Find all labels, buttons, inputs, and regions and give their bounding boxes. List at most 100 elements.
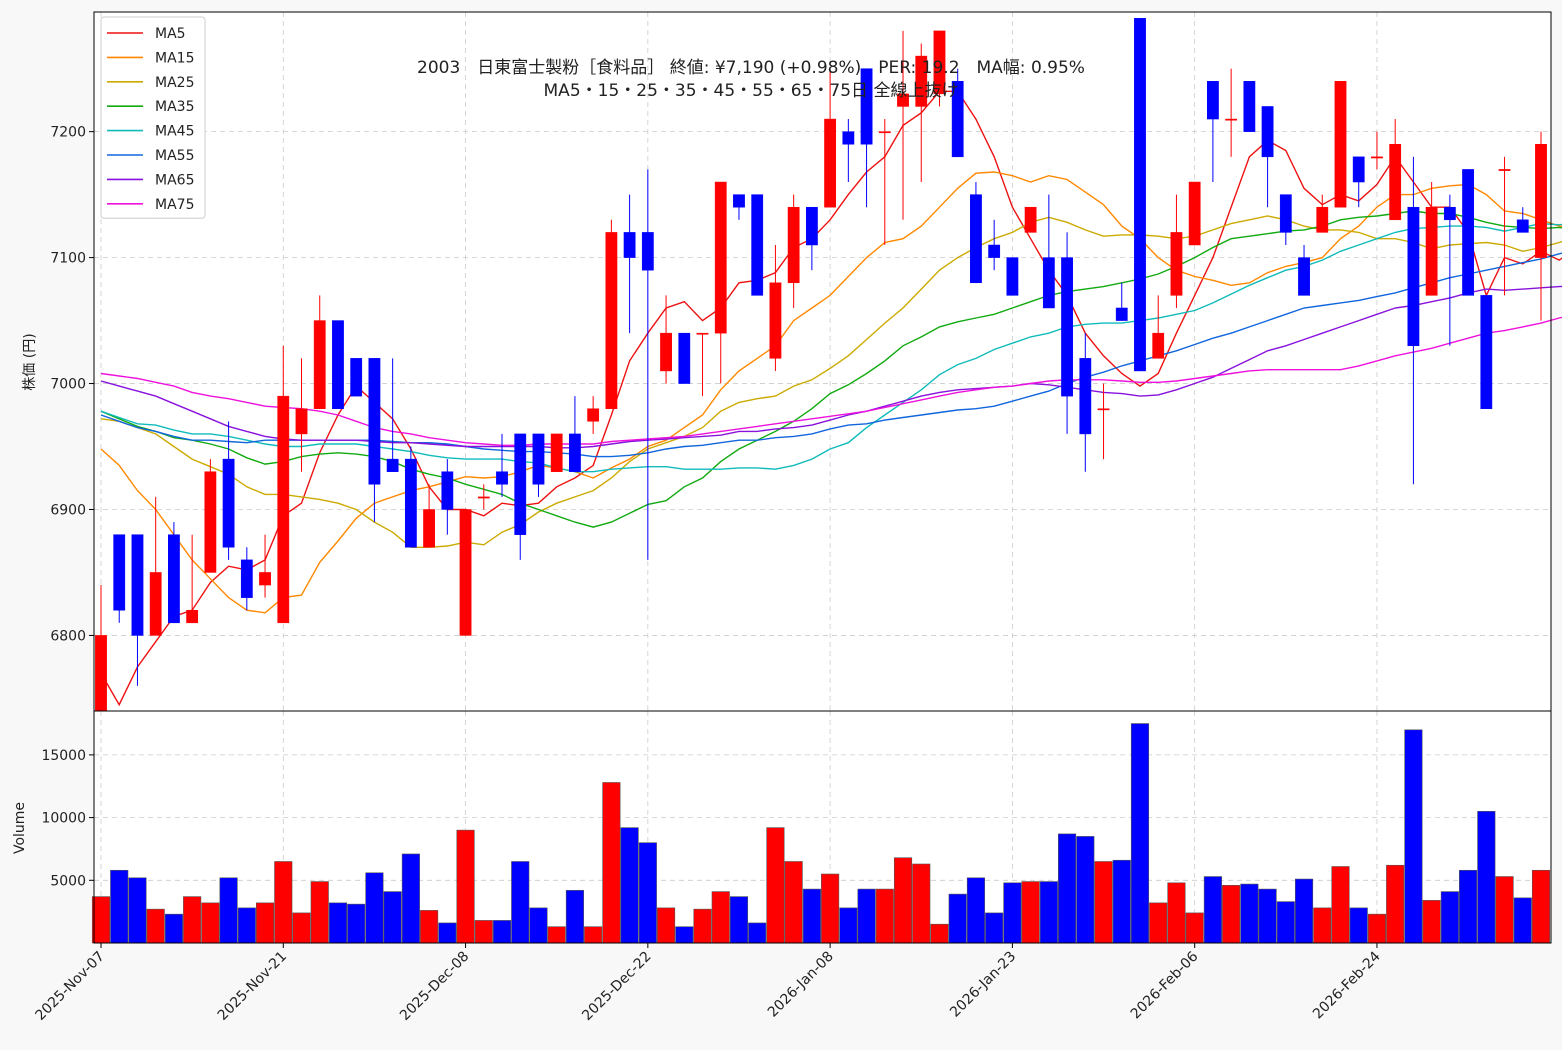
candle-body (149, 572, 162, 636)
volume-bar (474, 920, 493, 944)
candle-body (1389, 143, 1402, 221)
volume-bar (1167, 882, 1186, 944)
candle-body (1024, 206, 1037, 233)
volume-bar (1094, 861, 1113, 944)
volume-bar (875, 888, 894, 944)
volume-bar (657, 907, 676, 944)
volume-bar (164, 913, 183, 944)
volume-bar (1440, 891, 1459, 944)
candle-body (1425, 206, 1438, 296)
candle-body (641, 232, 654, 271)
price-tick-label: 7200 (50, 125, 86, 141)
candle-body (459, 509, 472, 636)
ma-line-ma25 (100, 215, 1562, 548)
volume-ylabel: Volume (12, 802, 28, 854)
candle-body (1042, 257, 1055, 309)
candle-body (605, 232, 618, 409)
volume-bar (1313, 907, 1332, 944)
price-tick-label: 7000 (50, 377, 86, 393)
candle-body (569, 433, 581, 472)
candle-body (1298, 257, 1310, 296)
candle-body (951, 81, 964, 158)
candle-body (1206, 81, 1219, 120)
candle-body (915, 55, 928, 107)
legend: MA5 MA15 MA25 MA35 MA45 MA55 MA65 MA75 (100, 16, 206, 219)
volume-bar (201, 902, 220, 944)
volume-panel-frame (93, 710, 1552, 944)
volume-bar (729, 896, 749, 944)
volume-bar (985, 912, 1004, 944)
candle-body (878, 131, 891, 134)
volume-bar (219, 877, 238, 944)
candle-body (751, 194, 764, 296)
volume-y-ticks: 5000 10000 15000 (41, 748, 94, 889)
volume-bar (383, 891, 402, 944)
volume-bar (1076, 836, 1095, 944)
volume-bar (310, 881, 329, 944)
candle-body (1243, 81, 1256, 132)
legend-label: MA5 (155, 26, 186, 42)
candle-body (259, 572, 271, 586)
volume-bar (438, 922, 457, 944)
volume-bar (1039, 881, 1058, 944)
volume-bar (1386, 864, 1405, 944)
candle-body (222, 458, 235, 548)
candle-body (933, 30, 946, 95)
candle-body (970, 194, 982, 284)
candle-body (842, 131, 855, 145)
candle-body (1006, 257, 1019, 296)
volume-bar (456, 829, 475, 944)
volume-bar (966, 877, 985, 944)
legend-box (100, 16, 206, 219)
candle-body (660, 332, 672, 372)
volume-bar (1149, 902, 1168, 944)
price-tick-label: 7100 (50, 251, 86, 267)
ma-line-ma35 (100, 210, 1562, 528)
volume-bar (256, 902, 275, 944)
volume-bar (110, 869, 129, 944)
price-tick-label: 6900 (50, 502, 86, 518)
candle-body (1480, 295, 1493, 409)
volume-bar (1130, 723, 1150, 944)
candle-body (477, 496, 490, 499)
volume-bar (766, 827, 785, 944)
candle-body (332, 320, 344, 409)
candle-body (1279, 194, 1292, 233)
candle-body (623, 232, 636, 258)
candle-body (769, 282, 782, 359)
volume-bar (237, 907, 256, 944)
volume-bar (1112, 859, 1131, 944)
volume-bar (693, 908, 712, 944)
candle-body (350, 358, 363, 397)
legend-label: MA15 (155, 50, 194, 66)
volume-tick-label: 10000 (41, 811, 86, 827)
legend-label: MA55 (155, 148, 194, 164)
volume-bar (1513, 897, 1532, 944)
volume-bar (584, 926, 603, 944)
volume-bar (146, 908, 165, 944)
volume-bar (420, 910, 439, 944)
candle-body (240, 559, 253, 598)
volume-bar (401, 853, 420, 944)
volume-bar (620, 827, 639, 944)
volume-bar (784, 861, 803, 944)
candle-body (733, 194, 745, 208)
volume-bar (602, 782, 621, 944)
legend-label: MA35 (155, 99, 194, 115)
candle-body (496, 471, 508, 485)
candle-body (131, 534, 144, 636)
candle-body (1152, 332, 1165, 359)
candle-body (1188, 181, 1201, 246)
ma-line-ma45 (100, 222, 1562, 473)
candle-body (1443, 206, 1456, 221)
candlesticks (95, 18, 1547, 712)
candle-body (1498, 169, 1511, 171)
price-ylabel: 株価 (円) (22, 333, 38, 390)
candle-body (95, 635, 107, 712)
candle-body (897, 93, 909, 107)
candle-body (1334, 81, 1347, 208)
volume-bar (893, 857, 913, 944)
candle-body (204, 471, 217, 573)
candle-body (441, 471, 454, 510)
